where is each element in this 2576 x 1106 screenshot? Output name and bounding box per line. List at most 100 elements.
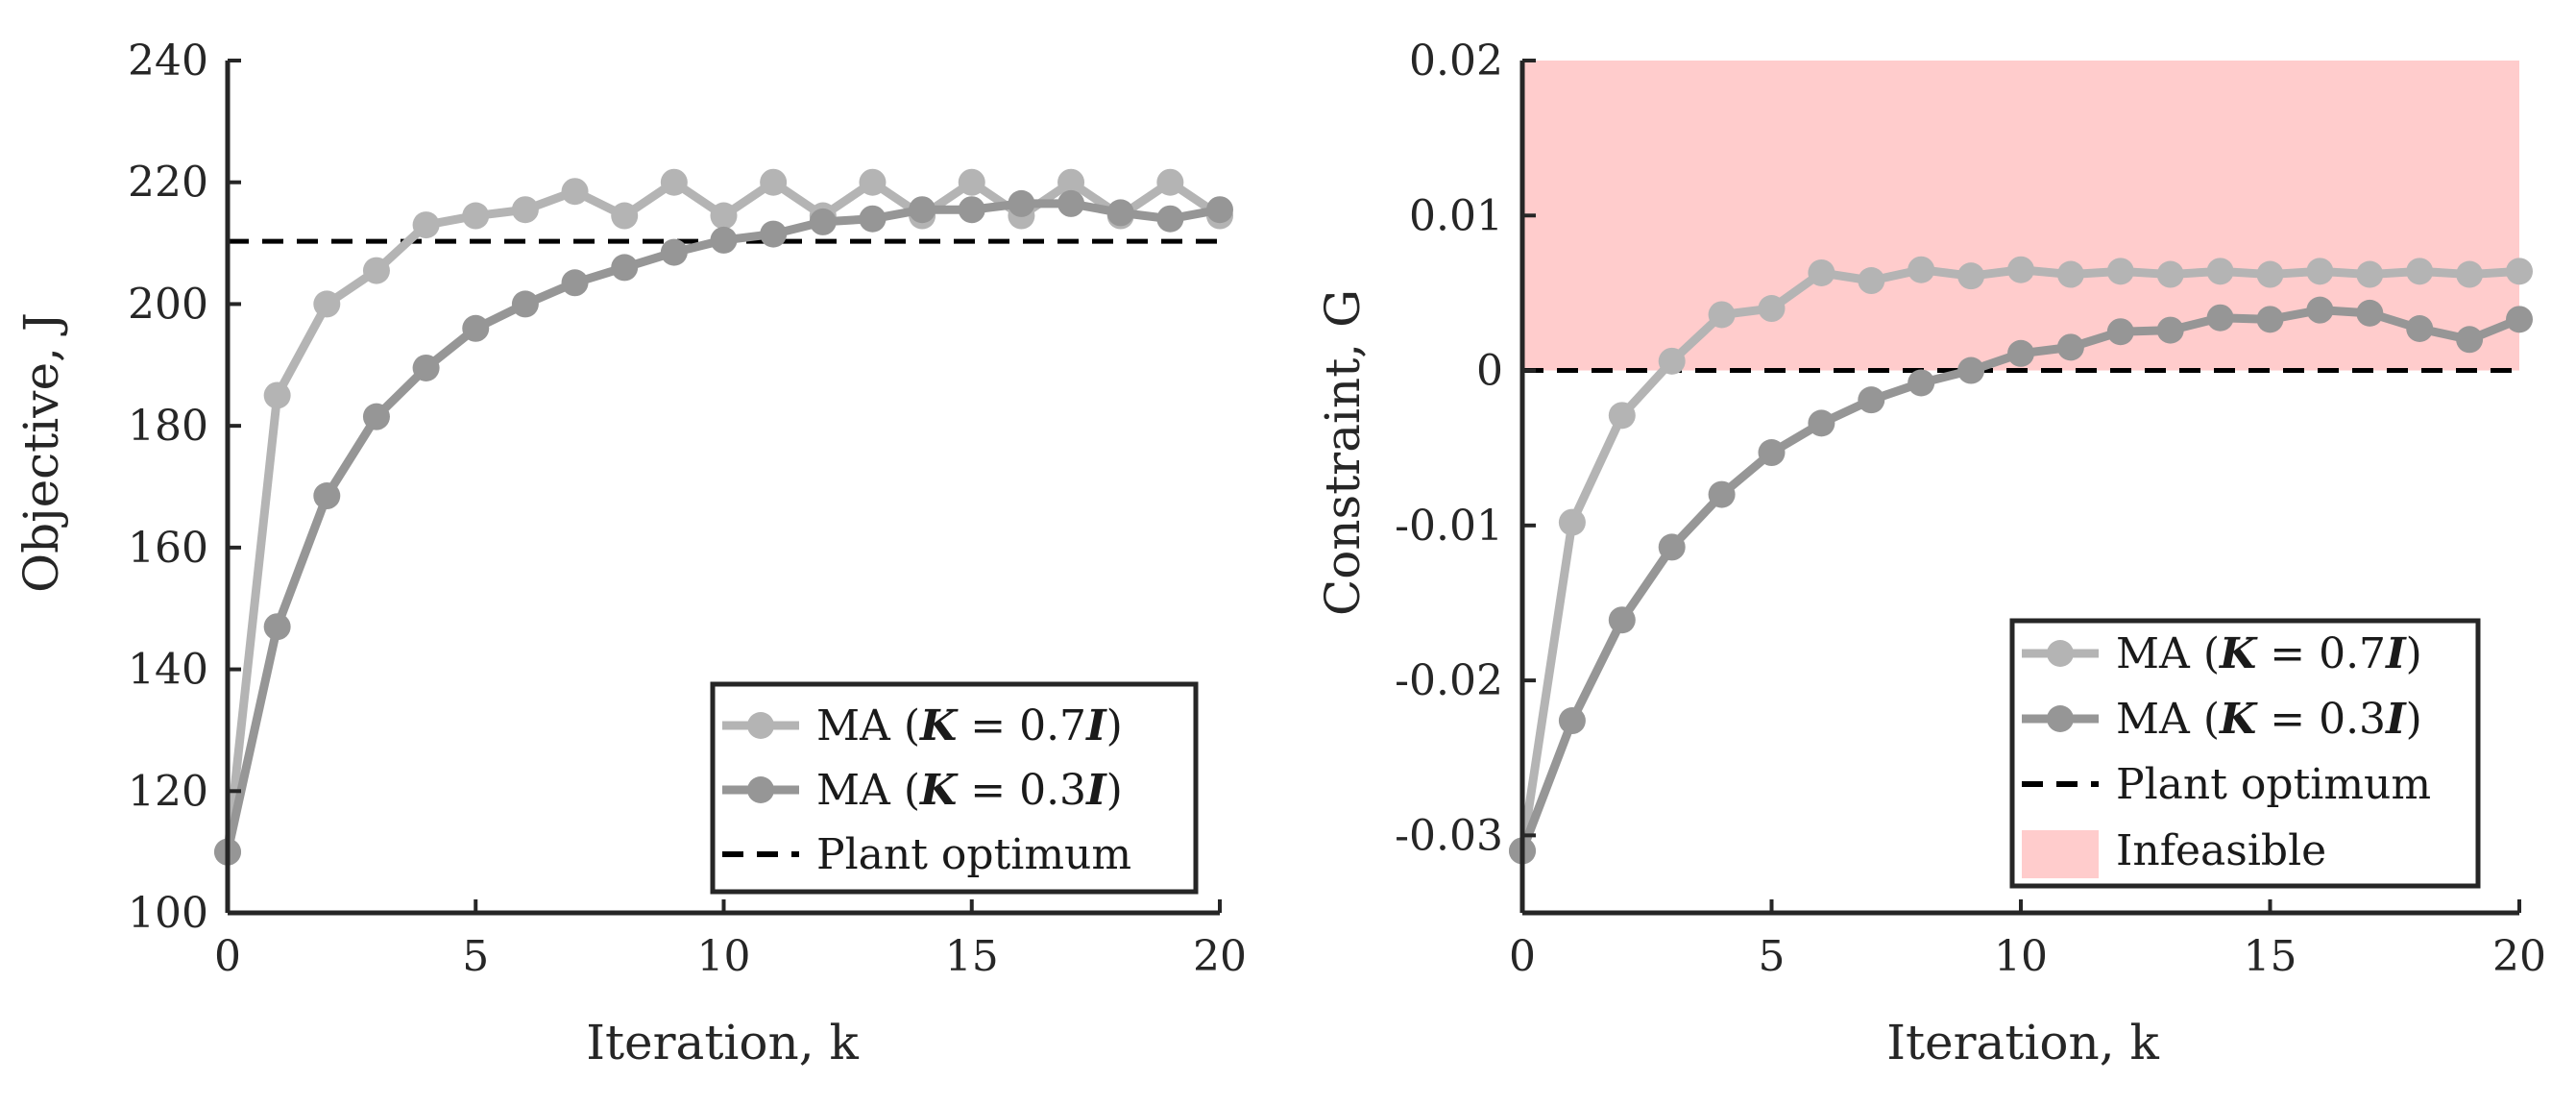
data-point-ma-03 bbox=[2506, 306, 2533, 333]
x-axis-title: Iteration, k bbox=[586, 1015, 859, 1070]
data-point-ma-07 bbox=[2456, 260, 2484, 288]
data-point-ma-07 bbox=[1558, 508, 1586, 536]
data-point-ma-03 bbox=[2106, 318, 2134, 346]
data-point-ma-03 bbox=[1558, 707, 1586, 735]
data-point-ma-03 bbox=[710, 226, 738, 254]
legend-label-plant-optimum: Plant optimum bbox=[816, 830, 1131, 879]
y-tick-label: 0.02 bbox=[1409, 37, 1503, 86]
data-point-ma-07 bbox=[1908, 256, 1935, 283]
legend-marker-ma-07 bbox=[2047, 640, 2074, 667]
data-point-ma-03 bbox=[1858, 386, 1885, 414]
y-axis-title: Objective, J bbox=[13, 312, 69, 593]
data-point-ma-03 bbox=[2156, 316, 2184, 344]
y-tick-label: 240 bbox=[128, 37, 208, 86]
data-point-ma-03 bbox=[2406, 315, 2434, 343]
legend-marker-ma-03 bbox=[747, 776, 774, 803]
data-point-ma-03 bbox=[2206, 304, 2234, 332]
data-point-ma-03 bbox=[362, 403, 390, 430]
x-tick-label: 5 bbox=[1759, 932, 1786, 981]
data-point-ma-07 bbox=[2256, 260, 2284, 288]
y-tick-label: 220 bbox=[128, 159, 208, 208]
legend-label-ma-07: MA (K = 0.7I) bbox=[816, 701, 1123, 750]
legend-marker-ma-03 bbox=[2047, 705, 2074, 732]
legend: MA (K = 0.7I) MA (K = 0.3I) Plant optimu… bbox=[2009, 618, 2481, 889]
legend-label-infeasible: Infeasible bbox=[2116, 826, 2326, 875]
data-point-ma-07 bbox=[1708, 301, 1736, 329]
y-tick-label: 0.01 bbox=[1409, 191, 1503, 240]
data-point-ma-03 bbox=[1957, 356, 1985, 384]
y-tick-label: 200 bbox=[128, 280, 208, 329]
legend-label-ma-03: MA (K = 0.3I) bbox=[2116, 695, 2422, 744]
data-point-ma-07 bbox=[263, 381, 291, 409]
legend-marker-ma-07 bbox=[747, 712, 774, 739]
data-point-ma-03 bbox=[2356, 299, 2384, 327]
data-point-ma-07 bbox=[710, 202, 738, 230]
data-point-ma-03 bbox=[660, 238, 688, 266]
data-point-ma-03 bbox=[809, 208, 837, 235]
data-point-ma-07 bbox=[1608, 402, 1636, 430]
legend-item-ma-03: MA (K = 0.3I) bbox=[2022, 695, 2422, 744]
y-tick-label: -0.02 bbox=[1395, 656, 1503, 705]
objective-chart: 0 5 10 15 20 100 120 140 160 180 200 220 240 Iterati… bbox=[13, 37, 1247, 1070]
data-point-ma-03 bbox=[1206, 196, 1233, 224]
legend-item-ma-07: MA (K = 0.7I) bbox=[722, 701, 1123, 750]
data-point-ma-07 bbox=[859, 168, 887, 196]
data-point-ma-03 bbox=[2456, 326, 2484, 354]
data-point-ma-03 bbox=[1008, 189, 1035, 217]
legend-swatch-infeasible bbox=[2022, 830, 2099, 878]
data-point-ma-07 bbox=[611, 202, 639, 230]
legend-item-plant-optimum: Plant optimum bbox=[2022, 760, 2431, 809]
x-tick-label: 0 bbox=[214, 932, 241, 981]
data-point-ma-07 bbox=[1808, 258, 1835, 286]
x-tick-label: 20 bbox=[1193, 932, 1247, 981]
data-point-ma-07 bbox=[958, 168, 985, 196]
data-point-ma-03 bbox=[760, 220, 788, 248]
data-point-ma-03 bbox=[1106, 199, 1134, 227]
data-point-ma-03 bbox=[1057, 189, 1085, 217]
legend: MA (K = 0.7I) MA (K = 0.3I) Plant optimu… bbox=[710, 681, 1199, 895]
x-axis-title: Iteration, k bbox=[1886, 1015, 2159, 1070]
data-point-ma-03 bbox=[511, 290, 539, 318]
data-point-ma-07 bbox=[2106, 258, 2134, 285]
data-point-ma-03 bbox=[1908, 369, 1935, 397]
data-point-ma-07 bbox=[561, 178, 589, 206]
data-point-ma-07 bbox=[1858, 267, 1885, 295]
y-tick-label: 100 bbox=[128, 889, 208, 938]
y-axis-title: Constraint, G bbox=[1315, 289, 1371, 616]
data-point-ma-07 bbox=[660, 168, 688, 196]
data-point-ma-03 bbox=[313, 482, 341, 510]
x-tick-label: 15 bbox=[2244, 932, 2297, 981]
x-tick-label: 0 bbox=[1509, 932, 1536, 981]
data-point-ma-03 bbox=[1156, 205, 1184, 233]
data-point-ma-07 bbox=[2206, 258, 2234, 285]
y-tick-label: 120 bbox=[128, 767, 208, 816]
data-point-ma-03 bbox=[1658, 533, 1686, 561]
data-point-ma-03 bbox=[412, 354, 440, 381]
data-point-ma-03 bbox=[1808, 409, 1835, 437]
x-tick-label: 15 bbox=[945, 932, 999, 981]
data-point-ma-03 bbox=[561, 269, 589, 297]
data-point-ma-03 bbox=[2007, 339, 2034, 367]
data-point-ma-03 bbox=[1708, 480, 1736, 508]
x-tick-label: 10 bbox=[697, 932, 751, 981]
data-point-ma-07 bbox=[462, 202, 490, 230]
data-point-ma-07 bbox=[1057, 168, 1085, 196]
data-point-ma-07 bbox=[1957, 262, 1985, 290]
data-point-ma-03 bbox=[958, 196, 985, 224]
data-point-ma-07 bbox=[1156, 168, 1184, 196]
data-point-ma-07 bbox=[2007, 256, 2034, 283]
data-point-ma-03 bbox=[611, 254, 639, 282]
constraint-chart: 0 5 10 15 20 -0.03 -0.02 -0.01 0 0.01 0.02 Iterati… bbox=[1315, 37, 2546, 1070]
data-point-ma-07 bbox=[362, 257, 390, 284]
data-point-ma-03 bbox=[859, 205, 887, 233]
data-point-ma-07 bbox=[2406, 258, 2434, 285]
data-point-ma-03 bbox=[2056, 333, 2084, 361]
data-point-ma-03 bbox=[1758, 439, 1786, 467]
data-point-ma-07 bbox=[2506, 258, 2533, 285]
data-point-ma-03 bbox=[1608, 606, 1636, 634]
legend-item-infeasible: Infeasible bbox=[2022, 826, 2326, 878]
data-point-ma-03 bbox=[2306, 296, 2334, 324]
data-point-ma-07 bbox=[1758, 295, 1786, 323]
data-point-ma-03 bbox=[263, 613, 291, 641]
